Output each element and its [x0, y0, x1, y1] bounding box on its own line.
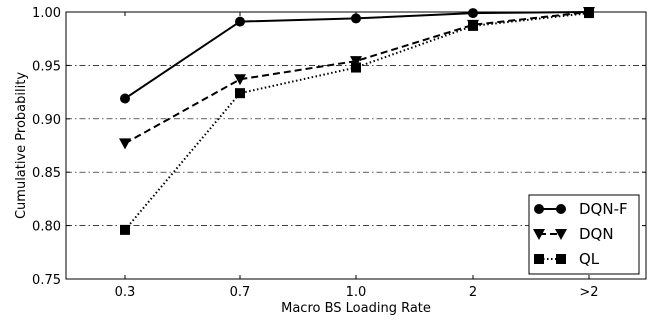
data-point	[351, 13, 361, 24]
legend-label: QL	[579, 250, 600, 268]
series-ql	[120, 8, 594, 235]
data-point	[119, 138, 131, 150]
series-line	[124, 11, 590, 145]
y-axis: 0.75 0.80 0.85 0.90 0.95 1.00	[32, 6, 646, 288]
y-tick-label: 0.80	[32, 220, 61, 235]
x-axis: 0.3 0.7 1.0 2 >2	[115, 12, 599, 300]
legend-item: DQN-F	[534, 200, 628, 218]
y-tick-label: 0.90	[32, 113, 61, 128]
y-axis-label: Cumulative Probability	[14, 72, 29, 219]
x-tick-label: 2	[469, 285, 477, 300]
legend-marker	[533, 229, 545, 240]
series-line	[124, 11, 590, 100]
data-point	[351, 62, 361, 73]
x-tick-label: 0.3	[115, 285, 136, 300]
data-point	[235, 16, 245, 27]
data-point	[234, 74, 246, 86]
series-layer	[119, 7, 595, 235]
legend-item: QL	[534, 250, 600, 268]
y-tick-label: 1.00	[32, 6, 61, 21]
x-tick-label: >2	[579, 285, 598, 300]
data-point	[235, 88, 245, 99]
legend-marker	[534, 254, 544, 264]
legend-label: DQN-F	[579, 200, 628, 218]
data-point	[350, 56, 362, 68]
series-dqn-f	[120, 7, 594, 104]
grid-lines	[66, 65, 646, 226]
series-dqn	[119, 7, 595, 150]
x-axis-label: Macro BS Loading Rate	[281, 301, 431, 316]
legend-label: DQN	[579, 225, 614, 243]
legend: DQN-F DQN QL	[528, 194, 640, 275]
legend-item: DQN	[533, 225, 614, 243]
legend-marker	[534, 204, 544, 214]
legend-marker	[555, 229, 567, 240]
data-point	[468, 20, 478, 31]
series-line	[124, 12, 590, 231]
legend-marker	[556, 204, 566, 214]
data-point	[120, 224, 130, 235]
y-tick-label: 0.85	[32, 166, 61, 181]
y-tick-label: 0.95	[32, 59, 61, 74]
y-tick-label: 0.75	[32, 273, 61, 288]
x-tick-label: 1.0	[346, 285, 367, 300]
x-tick-label: 0.7	[230, 285, 251, 300]
legend-marker	[556, 254, 566, 264]
data-point	[120, 93, 130, 104]
